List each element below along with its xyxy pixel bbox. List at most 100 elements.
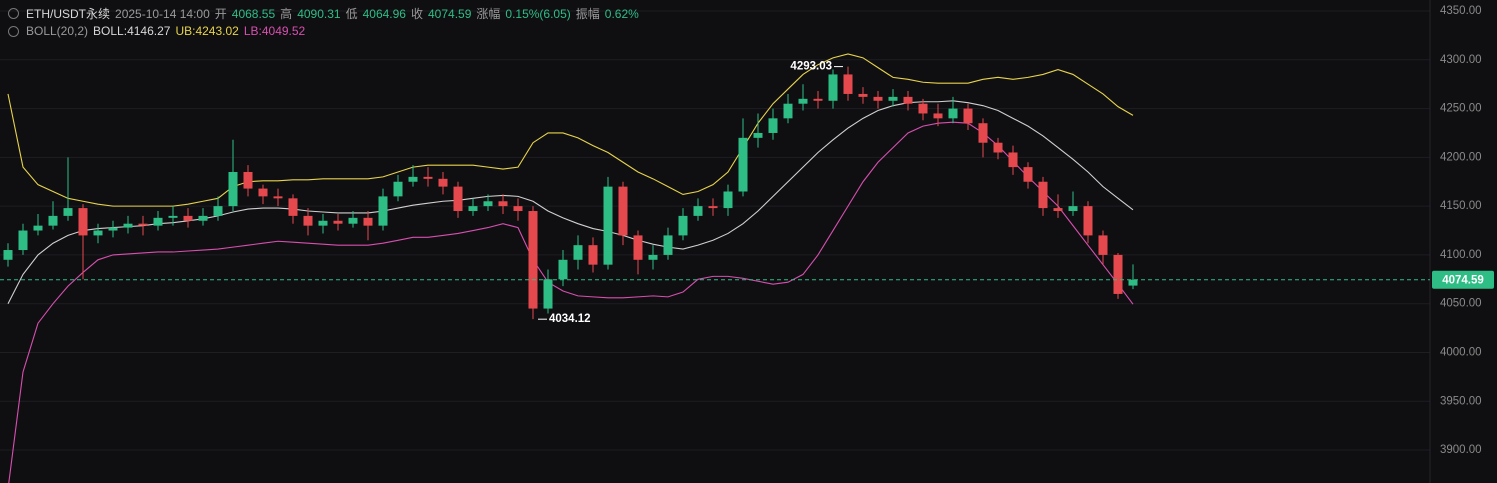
candle-body bbox=[813, 98, 823, 101]
candle-body bbox=[153, 217, 163, 226]
candle-body bbox=[978, 123, 988, 143]
candle-body bbox=[558, 259, 568, 280]
candle-body bbox=[753, 132, 763, 138]
candle-body bbox=[663, 235, 673, 255]
y-tick-label: 4100.00 bbox=[1440, 249, 1482, 261]
y-tick-label: 4000.00 bbox=[1440, 347, 1482, 359]
candle-body bbox=[3, 250, 13, 260]
candle-body bbox=[168, 215, 178, 218]
boll-line bbox=[8, 121, 1134, 483]
header-line-1: ETH/USDT永续 2025-10-14 14:00 开 4068.55 高 40… bbox=[8, 5, 639, 22]
candle-body bbox=[378, 196, 388, 226]
candle-body bbox=[423, 176, 433, 179]
candle-body bbox=[993, 142, 1003, 153]
candle-body bbox=[963, 108, 973, 124]
candle-body bbox=[678, 215, 688, 236]
candle-body bbox=[693, 206, 703, 216]
candle-body bbox=[543, 279, 553, 309]
candle-body bbox=[183, 215, 193, 221]
low-annotation: 4034.12 bbox=[549, 313, 591, 325]
symbol[interactable]: ETH/USDT永续 bbox=[26, 7, 111, 21]
candle-body bbox=[393, 181, 403, 197]
candle-body bbox=[603, 186, 613, 265]
candle-body bbox=[348, 217, 358, 224]
last-price-tag bbox=[1432, 270, 1494, 289]
candle-body bbox=[123, 223, 133, 228]
candle-body bbox=[63, 208, 73, 216]
candle-body bbox=[213, 206, 223, 216]
label: 振幅 bbox=[575, 7, 600, 21]
candle-body bbox=[573, 245, 583, 260]
header-line-2: BOLL(20,2) BOLL:4146.27 UB:4243.02 LB:40… bbox=[8, 24, 305, 38]
candle-body bbox=[33, 225, 43, 231]
candle-body bbox=[738, 137, 748, 192]
candle-body bbox=[93, 230, 103, 236]
candle-body bbox=[528, 211, 538, 309]
candle-body bbox=[333, 220, 343, 224]
boll-value: BOLL:4146.27 bbox=[93, 24, 171, 38]
y-tick-label: 4350.00 bbox=[1440, 5, 1482, 17]
candle-body bbox=[1128, 279, 1138, 286]
candle-body bbox=[1008, 152, 1018, 168]
candle-body bbox=[363, 217, 373, 226]
lb-value: LB:4049.52 bbox=[243, 24, 306, 38]
candle-body bbox=[768, 118, 778, 133]
candle-body bbox=[903, 96, 913, 104]
candle-body bbox=[273, 196, 283, 199]
candle-body bbox=[948, 108, 958, 119]
candle-body bbox=[1068, 206, 1078, 212]
label: 收 bbox=[410, 7, 423, 21]
label: 涨幅 bbox=[476, 7, 501, 21]
candle-body bbox=[828, 74, 838, 101]
candle-body bbox=[1098, 235, 1108, 255]
label: 高 bbox=[280, 7, 293, 21]
candle-body bbox=[648, 254, 658, 260]
candle-body bbox=[408, 176, 418, 182]
y-tick-label: 3900.00 bbox=[1440, 444, 1482, 456]
collapse-icon[interactable] bbox=[8, 8, 19, 19]
candle-body bbox=[1053, 208, 1063, 212]
candle-body bbox=[243, 171, 253, 189]
value: 0.62% bbox=[604, 6, 639, 21]
candle-body bbox=[48, 215, 58, 226]
candle-body bbox=[258, 188, 268, 197]
candle-body bbox=[618, 186, 628, 236]
y-tick-label: 4300.00 bbox=[1440, 54, 1482, 66]
value: 4074.59 bbox=[428, 6, 472, 21]
ub-value: UB:4243.02 bbox=[175, 24, 239, 38]
candle-body bbox=[468, 206, 478, 212]
candle-body bbox=[453, 186, 463, 212]
y-tick-label: 4250.00 bbox=[1440, 103, 1482, 115]
candle-body bbox=[873, 96, 883, 101]
candle-body bbox=[18, 230, 28, 251]
last-price-label: 4074.59 bbox=[1442, 275, 1484, 287]
y-tick-label: 4200.00 bbox=[1440, 151, 1482, 163]
candle-body bbox=[513, 206, 523, 212]
label: 开 bbox=[214, 7, 227, 21]
candle-body bbox=[78, 208, 88, 236]
candle-body bbox=[933, 113, 943, 119]
candle-body bbox=[843, 74, 853, 94]
value: 4064.96 bbox=[362, 6, 406, 21]
collapse-icon[interactable] bbox=[8, 25, 19, 37]
label: 低 bbox=[345, 7, 358, 21]
candle-body bbox=[633, 235, 643, 260]
candle-body bbox=[798, 98, 808, 104]
time: 2025-10-14 14:00 bbox=[115, 6, 210, 21]
candle-body bbox=[783, 103, 793, 119]
candle-body bbox=[588, 245, 598, 265]
candle-body bbox=[198, 215, 208, 221]
candle-body bbox=[438, 178, 448, 187]
candle-body bbox=[723, 191, 733, 209]
value: 4090.31 bbox=[297, 6, 341, 21]
candle-body bbox=[708, 206, 718, 209]
candle-body bbox=[288, 198, 298, 216]
y-tick-label: 4150.00 bbox=[1440, 200, 1482, 212]
candle-body bbox=[228, 171, 238, 207]
candle-body bbox=[138, 223, 148, 226]
candle-body bbox=[1038, 181, 1048, 209]
indicator-name[interactable]: BOLL(20,2) bbox=[26, 24, 89, 38]
candle-body bbox=[1023, 167, 1033, 182]
